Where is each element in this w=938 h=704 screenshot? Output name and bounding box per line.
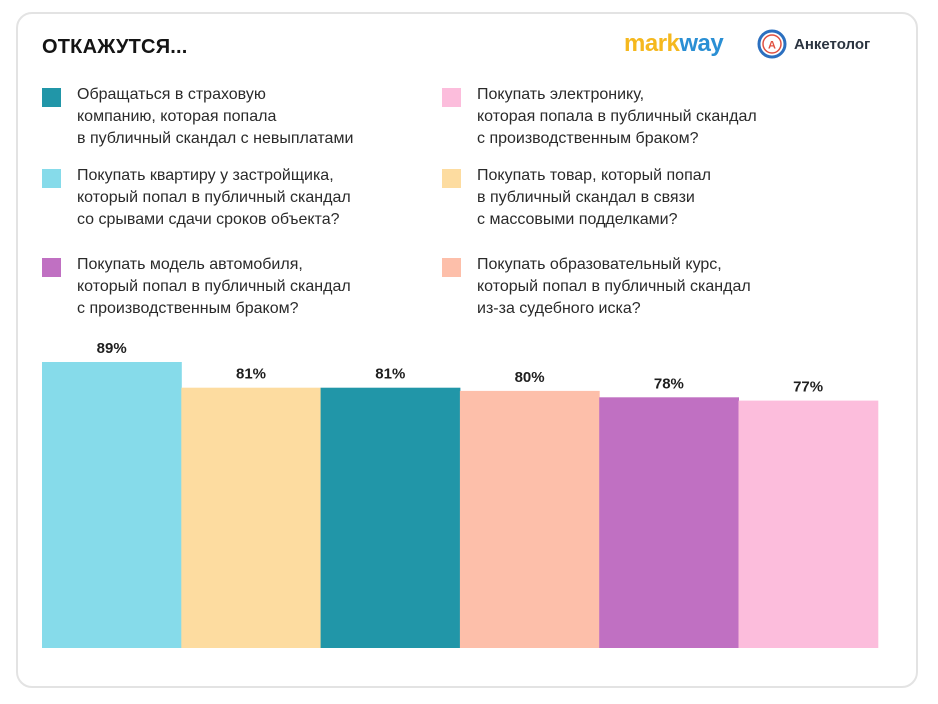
anketolog-logo: А Анкетолог (756, 28, 870, 60)
legend-label: Покупать электронику, которая попала в п… (477, 86, 757, 147)
bar-5 (599, 397, 739, 648)
markway-logo-part1: mark (624, 30, 680, 57)
legend-swatch (42, 169, 61, 188)
anketolog-logo-icon: А (757, 29, 787, 59)
anketolog-badge-letter: А (768, 40, 776, 52)
bar-4 (459, 390, 600, 648)
legend-label: Покупать образовательный курс, который п… (477, 256, 751, 317)
bar-3 (320, 387, 461, 648)
anketolog-logo-text: Анкетолог (794, 35, 871, 53)
bar-6 (738, 400, 879, 648)
bar-value-label: 81% (375, 366, 405, 383)
bar-value-label: 77% (793, 379, 823, 396)
bar-1 (42, 362, 182, 648)
markway-logo-part2: way (679, 30, 724, 57)
legend-swatch (42, 258, 61, 277)
bar-value-label: 78% (654, 375, 684, 392)
legend-label: Покупать модель автомобиля, который попа… (77, 256, 351, 317)
bar-value-label: 80% (515, 369, 545, 386)
legend-swatch (42, 88, 61, 107)
bar-2 (181, 387, 322, 648)
markway-logo: markway (624, 30, 724, 58)
legend-swatch (442, 88, 461, 107)
legend-label: Покупать товар, который попал в публичны… (477, 167, 711, 228)
page-title: ОТКАЖУТСЯ... (42, 36, 188, 58)
bar-value-label: 89% (97, 340, 127, 357)
legend-label: Покупать квартиру у застройщика, который… (77, 167, 351, 228)
legend-swatch (442, 258, 461, 277)
bar-value-label: 81% (236, 366, 266, 383)
legend-swatch (442, 169, 461, 188)
legend-label: Обращаться в страховую компанию, которая… (77, 86, 354, 147)
